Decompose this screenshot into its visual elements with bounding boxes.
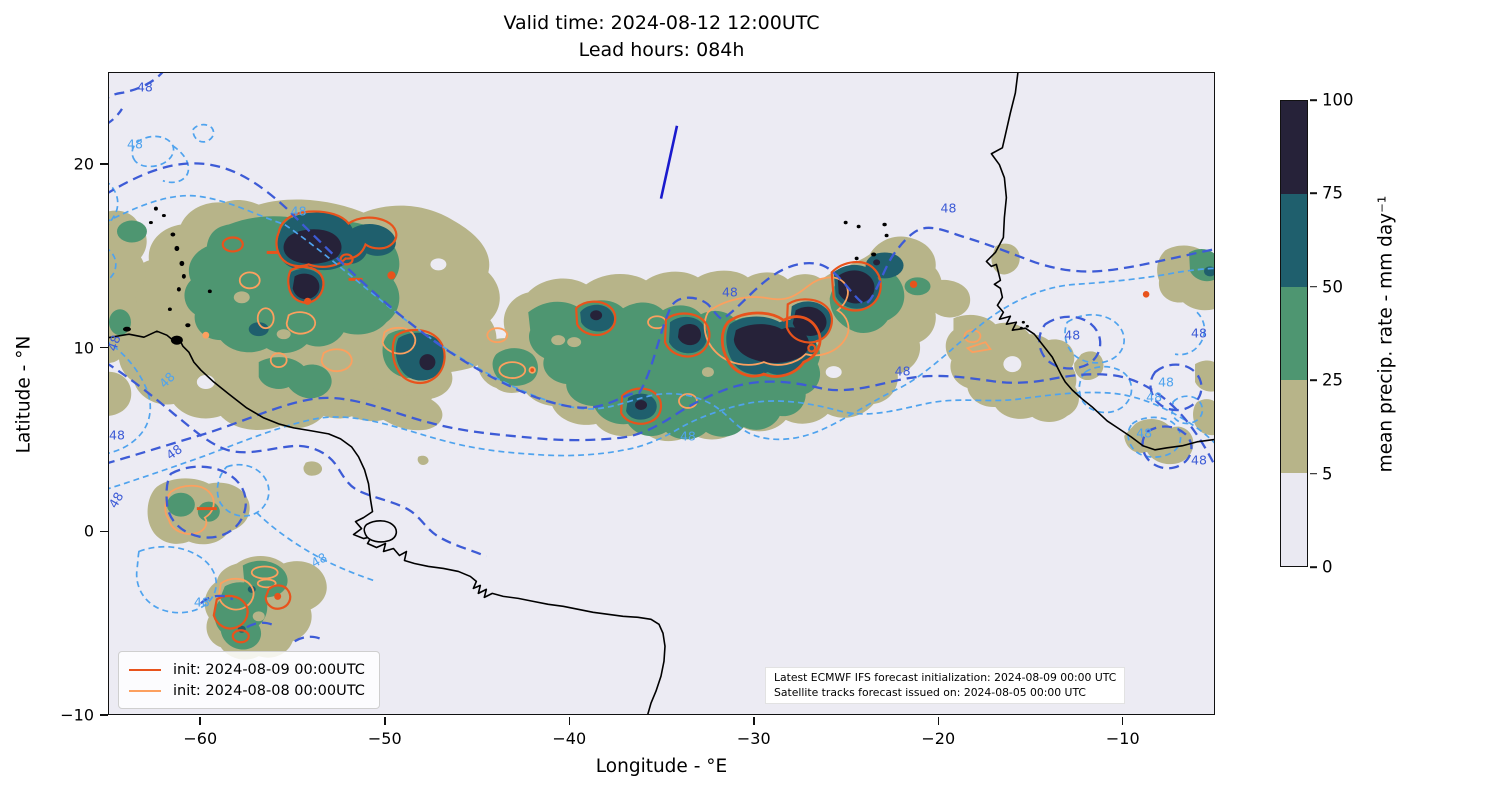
contour-value-label: 48 (1158, 374, 1174, 390)
contour-value-label: 48 (136, 79, 153, 95)
y-tick-label: 0 (83, 521, 94, 541)
satellite-contours-light-blue (109, 123, 1214, 614)
colorbar-segment (1281, 473, 1307, 566)
y-tick-label: −10 (60, 705, 94, 725)
legend-item: init: 2024-08-09 00:00UTC (129, 659, 365, 680)
colorbar-tick-label: 50 (1322, 277, 1343, 297)
colorbar-segment (1281, 380, 1307, 473)
green-texture-holes (233, 253, 714, 622)
colorbar-label: mean precip. rate - mm day⁻¹ (1375, 195, 1397, 473)
island-dots (122, 206, 1029, 345)
legend-item: init: 2024-08-08 00:00UTC (129, 680, 365, 701)
colorbar-tick-label: 100 (1322, 90, 1354, 110)
y-tick-label: 20 (73, 154, 94, 174)
contour-value-label: 48 (290, 203, 307, 219)
colorbar-segment (1281, 287, 1307, 380)
map-canvas (109, 73, 1214, 714)
colorbar-ticks: 0 5 25 50 75 100 (1308, 91, 1368, 577)
colorbar (1280, 100, 1308, 567)
legend-item-label: init: 2024-08-09 00:00UTC (173, 661, 365, 678)
x-tick-label: −40 (552, 729, 587, 748)
x-tick-mark (1121, 717, 1124, 725)
forecast-outline-contours-dark (196, 210, 1150, 644)
x-tick-mark (753, 717, 755, 725)
info-box-line: Latest ECMWF IFS forecast initialization… (774, 671, 1117, 684)
x-tick-label: −30 (736, 729, 771, 748)
legend-item-label: init: 2024-08-08 00:00UTC (173, 682, 365, 699)
x-tick-label: −10 (1105, 729, 1140, 748)
y-axis-label: Latitude - °N (13, 335, 35, 454)
forecast-info-box: Latest ECMWF IFS forecast initialization… (765, 667, 1126, 704)
y-tick-mark (100, 163, 108, 165)
valid-time-title: Valid time: 2024-08-12 12:00UTC (503, 12, 820, 34)
contour-value-label: 48 (1136, 425, 1153, 441)
x-axis-ticks: −60 −50 −40 −30 −20 −10 (108, 715, 1215, 767)
x-axis-label: Longitude - °E (595, 756, 728, 777)
contour-value-label: 48 (1146, 389, 1163, 405)
x-tick-label: −20 (921, 729, 956, 748)
x-tick-label: −60 (183, 729, 218, 748)
colorbar-tick-mark (1310, 379, 1317, 381)
legend-line-sample (129, 668, 161, 671)
colorbar-tick-mark (1310, 192, 1317, 195)
y-tick-mark (100, 346, 108, 349)
colorbar-tick-mark (1310, 99, 1317, 101)
contour-value-label: 48 (721, 284, 738, 300)
y-axis-ticks: 20 10 0 −10 (28, 72, 108, 725)
y-tick-label: 10 (73, 338, 94, 358)
coastline-africa (985, 73, 1214, 451)
colorbar-segment (1281, 101, 1307, 194)
contour-value-label: 48 (679, 428, 696, 444)
colorbar-tick-mark (1310, 566, 1317, 568)
contour-value-label: 48 (109, 427, 125, 443)
colorbar-tick-mark (1310, 472, 1317, 475)
lead-hours-subtitle: Lead hours: 084h (578, 39, 745, 61)
contour-value-label: 48 (1191, 325, 1207, 341)
contour-value-label: 48 (894, 363, 911, 379)
colorbar-tick-mark (1310, 286, 1317, 288)
colorbar-tick-label: 0 (1322, 557, 1333, 577)
x-tick-mark (568, 717, 570, 725)
contour-value-label: 48 (940, 200, 957, 216)
forecast-outline-contours-light (164, 271, 992, 611)
figure-title: Valid time: 2024-08-12 12:00UTC Lead hou… (108, 10, 1215, 64)
legend-box: init: 2024-08-09 00:00UTC init: 2024-08-0… (118, 651, 380, 709)
colorbar-tick-label: 5 (1322, 464, 1333, 484)
y-tick-mark (100, 530, 108, 533)
info-box-line: Satellite tracks forecast issued on: 202… (774, 685, 1086, 699)
colorbar-segment (1281, 194, 1307, 287)
map-plot-area: 48 48 48 48 48 48 48 48 48 48 48 48 48 48 48 48 48 48 48 48 (104, 72, 1215, 715)
x-tick-mark (937, 717, 939, 725)
contour-value-label: 48 (1191, 452, 1207, 468)
colorbar-tick-label: 25 (1322, 370, 1343, 390)
satellite-contours-royal-blue (109, 73, 1214, 643)
contour-value-label: 48 (1064, 327, 1081, 343)
x-tick-mark (384, 717, 386, 725)
legend-line-sample (129, 689, 161, 692)
contour-value-label: 48 (127, 136, 143, 152)
colorbar-tick-label: 75 (1322, 183, 1343, 203)
y-tick-mark (100, 714, 108, 716)
x-tick-label: −50 (367, 729, 402, 748)
x-tick-mark (199, 717, 201, 725)
contour-value-label: 48 (193, 594, 210, 610)
satellite-track-line (659, 125, 679, 199)
coastline-south-america (109, 330, 666, 714)
